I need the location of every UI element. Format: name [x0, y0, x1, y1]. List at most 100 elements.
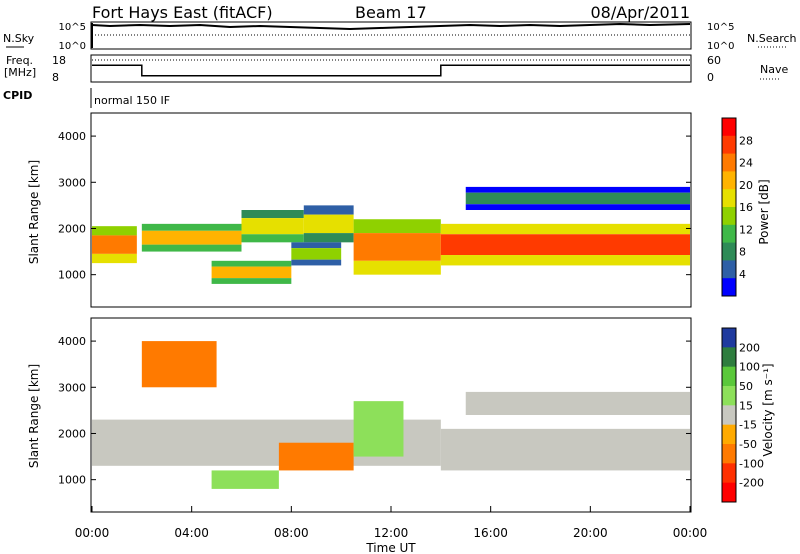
- power-colorbar-swatch: [722, 260, 736, 279]
- freq-label-line1: Freq.: [6, 54, 33, 67]
- noise-tick-left-low: 10^0: [59, 41, 86, 52]
- power-colorbar-tick: 24: [739, 157, 753, 170]
- velocity-colorbar-title: Velocity [m s⁻¹]: [761, 363, 775, 456]
- velocity-ytick-label: 1000: [58, 474, 86, 487]
- velocity-band: [278, 442, 354, 471]
- power-band-edge: [291, 259, 342, 266]
- velocity-colorbar-swatch: [722, 482, 736, 503]
- power-colorbar-swatch: [722, 189, 736, 208]
- power-band-edge: [353, 260, 441, 275]
- power-band: [291, 248, 342, 260]
- power-band-edge: [92, 253, 137, 264]
- power-ytick-label: 2000: [58, 222, 86, 235]
- velocity-ylabel: Slant Range [km]: [27, 364, 41, 468]
- date-title: 08/Apr/2011: [590, 3, 690, 22]
- velocity-colorbar-frame: [721, 327, 737, 503]
- nave-tick-high: 60: [707, 54, 721, 67]
- power-band-edge: [211, 278, 292, 284]
- velocity-ytick-label: 4000: [58, 335, 86, 348]
- velocity-colorbar-swatch: [722, 328, 736, 348]
- power-band-edge: [241, 234, 304, 243]
- x-tick-label: 20:00: [573, 526, 608, 540]
- power-band: [241, 218, 304, 235]
- velocity-colorbar-tick: 50: [739, 380, 753, 393]
- velocity-colorbar-swatch: [722, 347, 736, 368]
- power-colorbar-tick: 8: [739, 246, 746, 259]
- power-colorbar-swatch: [722, 278, 736, 297]
- power-band-edge: [141, 244, 242, 252]
- x-tick-label: 00:00: [673, 526, 708, 540]
- power-band: [465, 192, 690, 205]
- power-colorbar-tick: 4: [739, 268, 746, 281]
- velocity-colorbar-swatch: [722, 366, 736, 387]
- x-tick-label: 12:00: [374, 526, 409, 540]
- power-band-edge: [303, 233, 354, 243]
- power-band-edge: [291, 242, 342, 249]
- power-ytick-label: 1000: [58, 269, 86, 282]
- power-band: [211, 266, 292, 279]
- power-colorbar-tick: 16: [739, 201, 753, 214]
- power-colorbar-swatch: [722, 118, 736, 137]
- freq-tick-high: 18: [52, 54, 66, 67]
- power-colorbar-tick: 12: [739, 223, 753, 236]
- power-ylabel: Slant Range [km]: [27, 160, 41, 264]
- x-axis: 00:00 04:00 08:00 12:00 16:00 20:00 00:00: [75, 506, 708, 540]
- power-colorbar-swatch: [722, 153, 736, 172]
- power-colorbar-frame: [721, 117, 737, 297]
- power-colorbar-tick: 20: [739, 179, 753, 192]
- velocity-colorbar-tick: 15: [739, 399, 753, 412]
- nave-label: Nave: [760, 63, 788, 76]
- nsky-trace: [91, 22, 691, 31]
- freq-trace: [92, 64, 690, 77]
- nsky-label: N.Sky: [3, 32, 35, 45]
- velocity-panel: Slant Range [km] 1000 2000 3000 4000: [27, 317, 692, 513]
- noise-tick-right-low: 10^0: [707, 41, 734, 52]
- power-ytick-label: 4000: [58, 130, 86, 143]
- power-band-edge: [465, 204, 690, 210]
- power-colorbar-swatch: [722, 171, 736, 190]
- power-colorbar: 28 24 20 16 12 8 4: [721, 117, 753, 297]
- power-colorbar-tick: 28: [739, 134, 753, 147]
- power-panel: Slant Range [km] 1000 2000 3000 4000: [27, 112, 692, 308]
- velocity-colorbar-tick: 100: [739, 361, 760, 374]
- velocity-ytick-label: 3000: [58, 381, 86, 394]
- power-band-edge: [303, 205, 354, 215]
- power-yticks: 1000 2000 3000 4000: [58, 130, 691, 282]
- power-colorbar-swatch: [722, 135, 736, 155]
- power-band: [440, 234, 690, 256]
- power-band-edge: [353, 219, 441, 234]
- noise-tick-right-high: 10^5: [707, 22, 734, 33]
- velocity-band: [141, 341, 217, 388]
- velocity-ytick-label: 2000: [58, 427, 86, 440]
- velocity-colorbar-swatch: [722, 424, 736, 445]
- velocity-band: [440, 428, 690, 471]
- cpid-label: CPID: [3, 89, 32, 102]
- power-band-edge: [465, 186, 690, 193]
- freq-panel: Freq. [MHz] 18 8 60 0 Nave CPID normal 1…: [3, 54, 788, 108]
- noise-tick-left-high: 10^5: [59, 22, 86, 33]
- power-colorbar-swatch: [722, 242, 736, 261]
- velocity-colorbar-tick: 200: [739, 341, 760, 354]
- power-band: [303, 214, 354, 234]
- x-tick-label: 08:00: [274, 526, 309, 540]
- nave-tick-low: 0: [707, 71, 714, 84]
- power-band: [141, 230, 242, 245]
- velocity-data-layer: [92, 341, 690, 489]
- velocity-colorbar-swatch: [722, 386, 736, 406]
- power-data-layer: [92, 186, 690, 284]
- x-tick-label: 00:00: [75, 526, 110, 540]
- power-band: [353, 233, 441, 261]
- velocity-yticks: 1000 2000 3000 4000: [58, 335, 691, 487]
- power-frame: [90, 112, 692, 308]
- x-axis-label: Time UT: [365, 541, 416, 554]
- power-band-edge: [92, 226, 137, 236]
- x-tick-label: 16:00: [473, 526, 508, 540]
- velocity-band: [465, 391, 690, 415]
- cpid-value: normal 150 IF: [94, 94, 170, 107]
- station-title: Fort Hays East (fitACF): [92, 3, 273, 22]
- velocity-colorbar-tick: -50: [739, 438, 757, 451]
- freq-tick-low: 8: [52, 71, 59, 84]
- power-band: [92, 235, 137, 254]
- x-tick-label: 04:00: [174, 526, 209, 540]
- nsearch-label: N.Search: [747, 32, 797, 45]
